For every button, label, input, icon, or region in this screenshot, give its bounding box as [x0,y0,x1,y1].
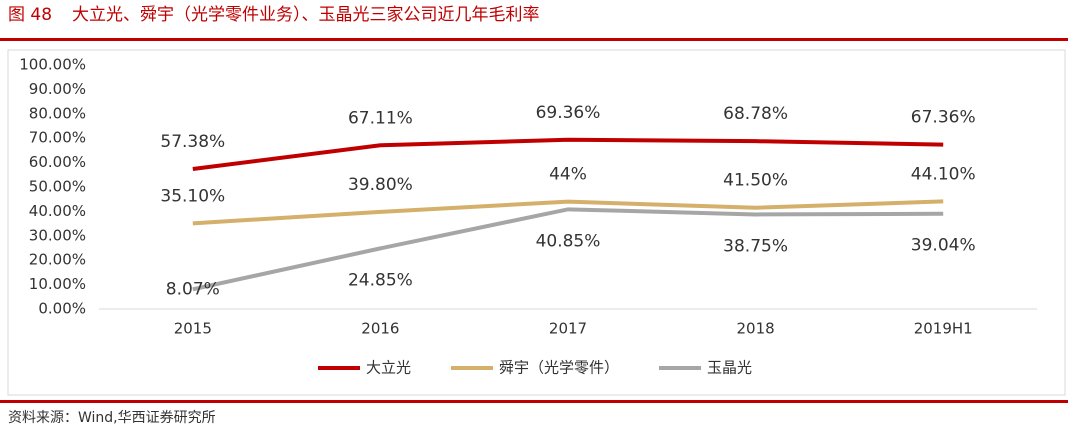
legend-label: 大立光 [366,359,411,377]
y-tick-label: 70.00% [29,129,86,147]
data-label: 67.11% [348,108,413,128]
data-label: 57.38% [160,132,225,152]
line [192,207,944,292]
chart-title: 大立光、舜宇（光学零件业务）、玉晶光三家公司近几年毛利率 [72,5,540,25]
data-label: 44% [549,165,587,185]
y-tick-label: 20.00% [29,251,86,269]
data-label: 44.10% [911,164,976,184]
x-tick-label: 2019H1 [914,320,973,338]
figure-label: 图 48 [8,5,52,25]
y-tick-label: 90.00% [29,80,86,98]
source-note: 资料来源：Wind,华西证券研究所 [8,410,216,426]
y-tick-label: 80.00% [29,104,86,122]
x-tick-label: 2016 [361,320,399,338]
y-tick-label: 60.00% [29,153,86,171]
y-tick-label: 50.00% [29,178,86,196]
legend-label: 舜宇（光学零件） [499,359,619,377]
x-tick-label: 2018 [737,320,775,338]
data-label: 24.85% [348,270,413,290]
y-tick-label: 40.00% [29,202,86,220]
line [192,199,944,226]
chart-frame [7,49,1066,396]
bottom-rule [0,400,1068,403]
y-tick-label: 0.00% [38,300,86,318]
data-label: 67.36% [911,108,976,128]
data-label: 69.36% [536,103,601,123]
x-tick-label: 2017 [549,320,587,338]
y-tick-label: 10.00% [29,275,86,293]
data-label: 68.78% [723,104,788,124]
top-rule [0,38,1068,41]
y-tick-label: 100.00% [19,56,86,74]
data-label: 40.85% [536,231,601,251]
data-label: 39.04% [911,236,976,256]
legend-label: 玉晶光 [707,359,752,377]
data-label: 8.07% [166,279,220,299]
data-label: 38.75% [723,236,788,256]
y-tick-label: 30.00% [29,226,86,244]
data-label: 35.10% [160,186,225,206]
data-label: 41.50% [723,171,788,191]
data-label: 39.80% [348,175,413,195]
x-tick-label: 2015 [174,320,212,338]
line [192,137,944,171]
